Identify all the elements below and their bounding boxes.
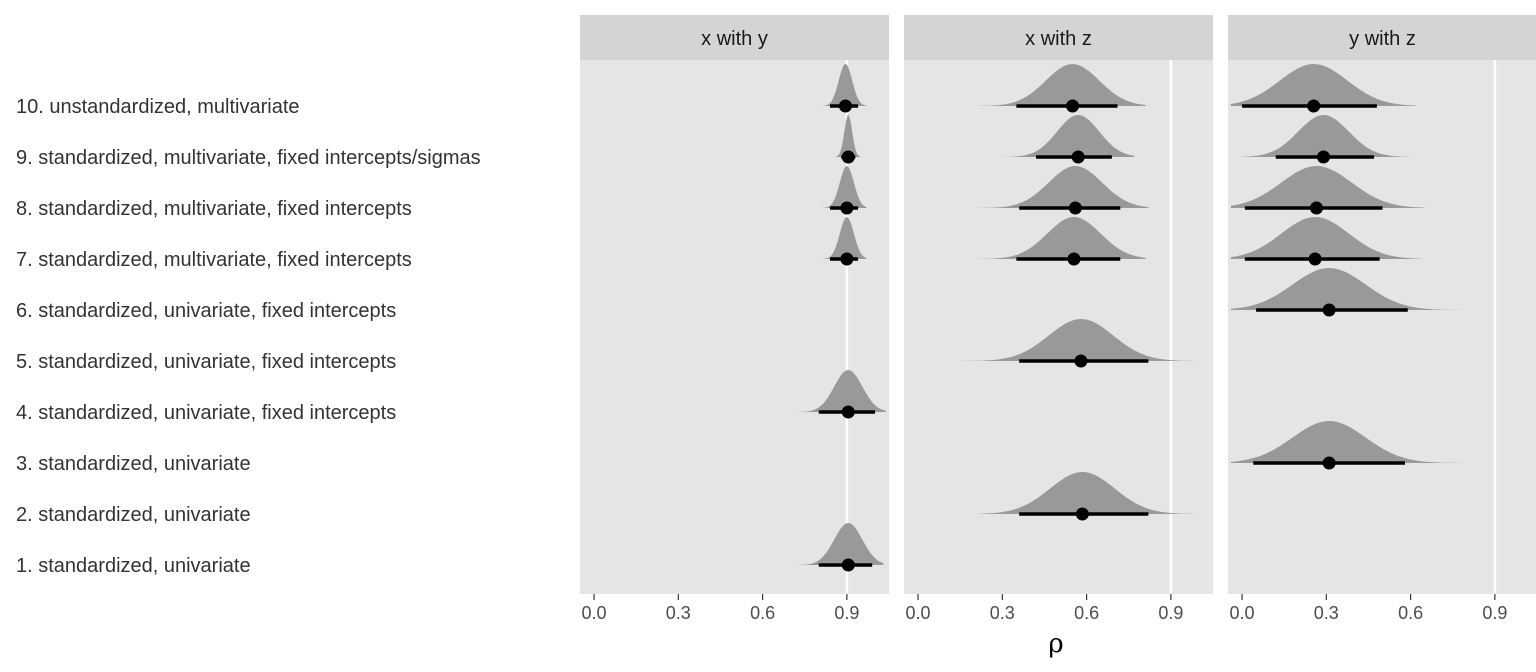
point-estimate [840, 201, 854, 215]
facet-panels: x with y 0.0 0.3 0.6 0.9 x with z 0.0 0.3 0.6 0.9… [580, 15, 1536, 623]
posterior-density [1242, 115, 1411, 157]
x-tick-label: 0.9 [1482, 603, 1507, 623]
point-estimate [840, 252, 854, 266]
facet-panel: x with y 0.0 0.3 0.6 0.9 [580, 15, 889, 623]
posterior-density [1230, 421, 1498, 463]
posterior-density [1230, 166, 1425, 208]
x-tick-label: 0.3 [1314, 603, 1339, 623]
posterior-density [991, 115, 1135, 157]
point-estimate [841, 405, 855, 419]
point-estimate [1071, 150, 1085, 164]
plot-background [1228, 60, 1536, 594]
point-estimate [1307, 99, 1321, 113]
posterior-density [957, 319, 1194, 361]
point-estimate [1322, 456, 1336, 470]
row-label: 8. standardized, multivariate, fixed int… [16, 198, 412, 220]
row-label: 7. standardized, multivariate, fixed int… [16, 249, 412, 271]
posterior-density [979, 472, 1194, 514]
facet-strip [904, 15, 1213, 60]
facet-title: x with y [701, 28, 768, 50]
row-label: 3. standardized, univariate [16, 453, 251, 475]
point-estimate [1075, 507, 1089, 521]
point-estimate [1322, 303, 1336, 317]
row-label: 6. standardized, univariate, fixed inter… [16, 300, 396, 322]
posterior-density [1230, 64, 1417, 106]
posterior-density [963, 64, 1146, 106]
row-label: 9. standardized, multivariate, fixed int… [16, 147, 481, 169]
facet-strip [1228, 15, 1536, 60]
x-tick-label: 0.9 [1158, 603, 1183, 623]
x-tick-label: 0.0 [906, 603, 931, 623]
facet-panel: x with z 0.0 0.3 0.6 0.9 [904, 15, 1213, 623]
x-tick-label: 0.3 [666, 603, 691, 623]
point-estimate [1066, 99, 1080, 113]
x-tick-label: 0.9 [834, 603, 859, 623]
posterior-density [830, 115, 861, 157]
x-tick-label: 0.0 [582, 603, 607, 623]
point-estimate [841, 150, 855, 164]
row-label: 4. standardized, univariate, fixed inter… [16, 402, 396, 424]
x-tick-label: 0.6 [1398, 603, 1423, 623]
posterior-density [816, 217, 867, 259]
point-estimate [1074, 354, 1088, 368]
point-estimate [1068, 201, 1082, 215]
facet-title: y with z [1349, 28, 1416, 50]
row-label: 10. unstandardized, multivariate [16, 96, 300, 118]
posterior-density [960, 166, 1149, 208]
point-estimate [841, 558, 855, 572]
row-label: 2. standardized, univariate [16, 504, 251, 526]
point-estimate [1317, 150, 1331, 164]
facet-strip [580, 15, 889, 60]
x-tick-label: 0.0 [1230, 603, 1255, 623]
posterior-density [796, 523, 884, 565]
x-axis-title: ρ [1048, 629, 1063, 659]
row-label: 5. standardized, univariate, fixed inter… [16, 351, 396, 373]
point-estimate [1067, 252, 1081, 266]
posterior-density [974, 217, 1146, 259]
point-estimate [1309, 201, 1323, 215]
row-label: 1. standardized, univariate [16, 555, 251, 577]
x-tick-label: 0.3 [990, 603, 1015, 623]
point-estimate [1308, 252, 1322, 266]
facet-title: x with z [1025, 28, 1092, 50]
row-labels: 10. unstandardized, multivariate 9. stand… [16, 96, 481, 577]
posterior-density [816, 166, 867, 208]
posterior-density [1230, 268, 1464, 310]
x-tick-label: 0.6 [750, 603, 775, 623]
posterior-density [1230, 217, 1422, 259]
x-tick-label: 0.6 [1074, 603, 1099, 623]
posterior-density [796, 370, 887, 412]
point-estimate [838, 99, 852, 113]
plot-background [580, 60, 889, 594]
facet-panel: y with z 0.0 0.3 0.6 0.9 [1228, 15, 1536, 623]
posterior-density [816, 64, 867, 106]
